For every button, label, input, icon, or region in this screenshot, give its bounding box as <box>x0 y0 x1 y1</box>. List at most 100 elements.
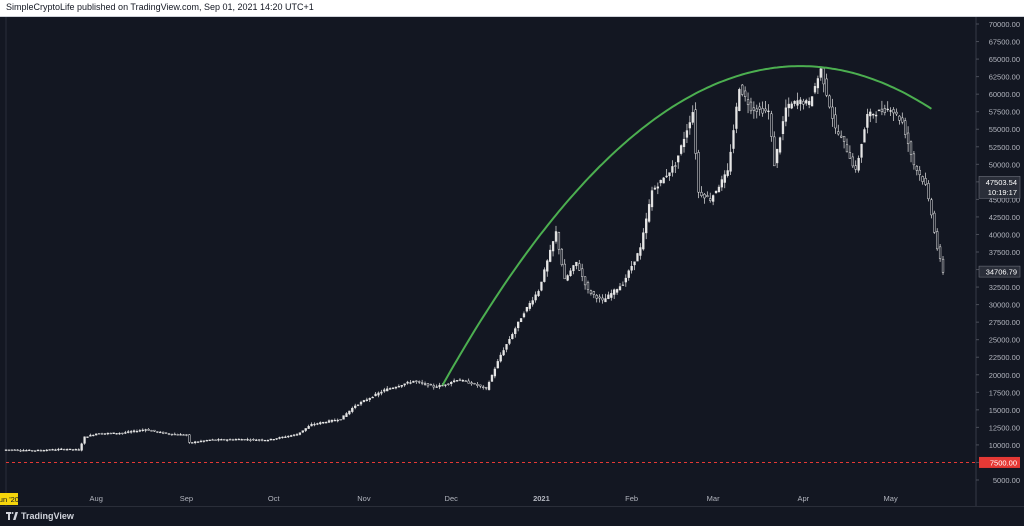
y-tick-label: 62500.00 <box>989 73 1020 82</box>
candle <box>938 243 942 262</box>
candle <box>42 449 45 452</box>
candle <box>92 434 95 437</box>
candle-body <box>68 448 72 451</box>
candle-body <box>758 106 761 110</box>
candle-body <box>592 291 595 295</box>
y-tick-label: 12500.00 <box>989 423 1020 432</box>
candle <box>866 108 869 134</box>
candle-body <box>74 449 77 451</box>
candle-body <box>106 432 109 435</box>
candle-body <box>677 155 680 163</box>
candle-body <box>927 183 930 200</box>
candle <box>543 267 546 283</box>
candle <box>386 386 389 392</box>
candle <box>426 383 430 388</box>
candle <box>348 410 351 416</box>
candle-body <box>799 99 802 105</box>
candle-body <box>89 434 92 437</box>
candle-body <box>732 130 735 149</box>
candle-body <box>124 432 127 434</box>
candle-body <box>319 422 322 425</box>
candle <box>260 438 264 442</box>
candle <box>592 290 595 299</box>
candle <box>519 317 523 323</box>
x-tick-label: Sep <box>180 494 193 503</box>
candle-body <box>569 270 572 277</box>
time-axis[interactable]: Jun '20 Aug Sep Oct Nov Dec 2021 Feb Mar Apr May <box>0 493 898 505</box>
candle-body <box>615 289 619 293</box>
candle <box>310 422 313 427</box>
candle-body <box>778 137 782 153</box>
candle-body <box>531 300 534 305</box>
x-tick-label: Oct <box>268 494 281 503</box>
candle <box>883 104 886 116</box>
candle <box>19 449 22 452</box>
candle-body <box>310 423 313 427</box>
candle-body <box>627 270 630 278</box>
candle <box>586 280 590 294</box>
candle <box>711 194 715 206</box>
candle <box>720 175 724 191</box>
candle <box>764 101 767 114</box>
y-tick-label: 70000.00 <box>989 20 1020 29</box>
candle-body <box>781 121 785 134</box>
candle-body <box>397 386 401 388</box>
candle-body <box>511 334 514 340</box>
candle <box>615 288 619 295</box>
candle <box>354 403 357 410</box>
candle <box>726 163 729 178</box>
y-tick-label: 5000.00 <box>993 476 1020 485</box>
candle-body <box>473 383 476 385</box>
candle <box>837 124 840 136</box>
candle-body <box>77 449 80 451</box>
y-tick-label: 65000.00 <box>989 55 1020 64</box>
candle-body <box>813 86 817 93</box>
candle-body <box>912 153 916 166</box>
candle-body <box>476 384 479 386</box>
candle-body <box>604 298 607 303</box>
candle <box>129 430 133 434</box>
candle-body <box>112 432 115 435</box>
candle-body <box>4 449 8 451</box>
candle <box>237 438 240 441</box>
candle <box>700 186 703 198</box>
candle <box>647 199 651 223</box>
candle <box>732 124 735 154</box>
candle-body <box>228 439 232 441</box>
candle-body <box>709 198 712 201</box>
candle-body <box>662 177 665 184</box>
candle <box>124 430 127 435</box>
x-tick-label: Feb <box>625 494 638 503</box>
candle <box>773 131 776 167</box>
candle-body <box>266 439 270 442</box>
candle-body <box>301 430 304 433</box>
candle <box>188 434 191 444</box>
price-label-value: 47503.54 <box>986 178 1017 187</box>
candles-layer <box>4 67 945 452</box>
y-tick-label: 50000.00 <box>989 160 1020 169</box>
x-tick-label: Nov <box>357 494 371 503</box>
candle <box>476 381 479 388</box>
candle <box>767 104 770 120</box>
candle <box>758 102 761 116</box>
y-tick-label: 60000.00 <box>989 90 1020 99</box>
candle-body <box>263 439 267 442</box>
candle-body <box>723 174 726 183</box>
candle-body <box>179 434 182 436</box>
candle <box>927 180 930 202</box>
chart-canvas[interactable]: 5000.00 7500.00 10000.00 12500.00 15000.00 17… <box>0 17 1024 507</box>
candle-body <box>671 166 674 173</box>
price-chart[interactable]: 5000.00 7500.00 10000.00 12500.00 15000.00 17… <box>0 17 1024 507</box>
candle <box>406 380 409 385</box>
candle <box>106 432 109 436</box>
candle <box>255 438 258 441</box>
candle <box>618 283 622 291</box>
price-axis[interactable]: 5000.00 7500.00 10000.00 12500.00 15000.00 17… <box>976 20 1021 485</box>
candle-body <box>770 113 773 137</box>
candle <box>749 97 753 115</box>
candle-body <box>668 172 671 177</box>
candle <box>906 126 910 152</box>
candle <box>546 259 549 277</box>
candle <box>595 293 598 303</box>
x-tick-label: Mar <box>707 494 720 503</box>
